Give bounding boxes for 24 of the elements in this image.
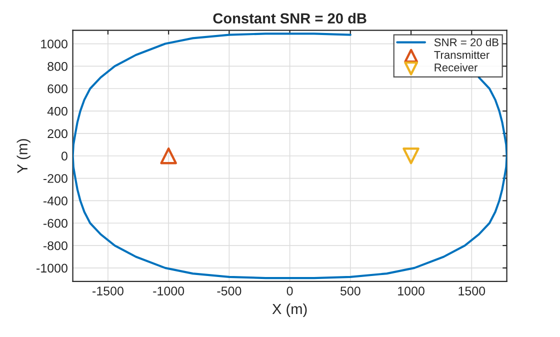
- x-tick-label: 1500: [458, 286, 486, 296]
- y-tick-label: 800: [48, 62, 68, 71]
- y-tick-label: -1000: [36, 264, 68, 273]
- x-tick-label: -1500: [92, 286, 124, 296]
- y-tick-label: -600: [43, 218, 68, 228]
- x-tick-label: 500: [340, 286, 360, 296]
- legend-label: Transmitter: [434, 50, 490, 59]
- y-tick-label: 0: [61, 152, 68, 161]
- y-tick-label: 1000: [41, 40, 68, 48]
- y-tick-label: 600: [48, 84, 68, 94]
- x-tick-label: 0: [286, 286, 293, 296]
- legend-label: Receiver: [434, 63, 478, 72]
- y-tick-label: -800: [43, 241, 68, 250]
- chart-title: Constant SNR = 20 dB: [213, 12, 366, 24]
- legend-label: SNR = 20 dB: [434, 38, 498, 46]
- y-tick-label: -200: [43, 174, 68, 183]
- y-axis-title: Y (m): [16, 139, 30, 174]
- x-tick-label: -500: [217, 286, 242, 296]
- y-tick-label: 400: [47, 106, 68, 116]
- x-tick-label: 1000: [398, 286, 424, 296]
- x-tick-label: -1000: [153, 286, 184, 296]
- y-tick-label: -400: [43, 196, 68, 206]
- y-tick-label: 200: [48, 129, 68, 138]
- x-axis-title: X (m): [272, 303, 307, 318]
